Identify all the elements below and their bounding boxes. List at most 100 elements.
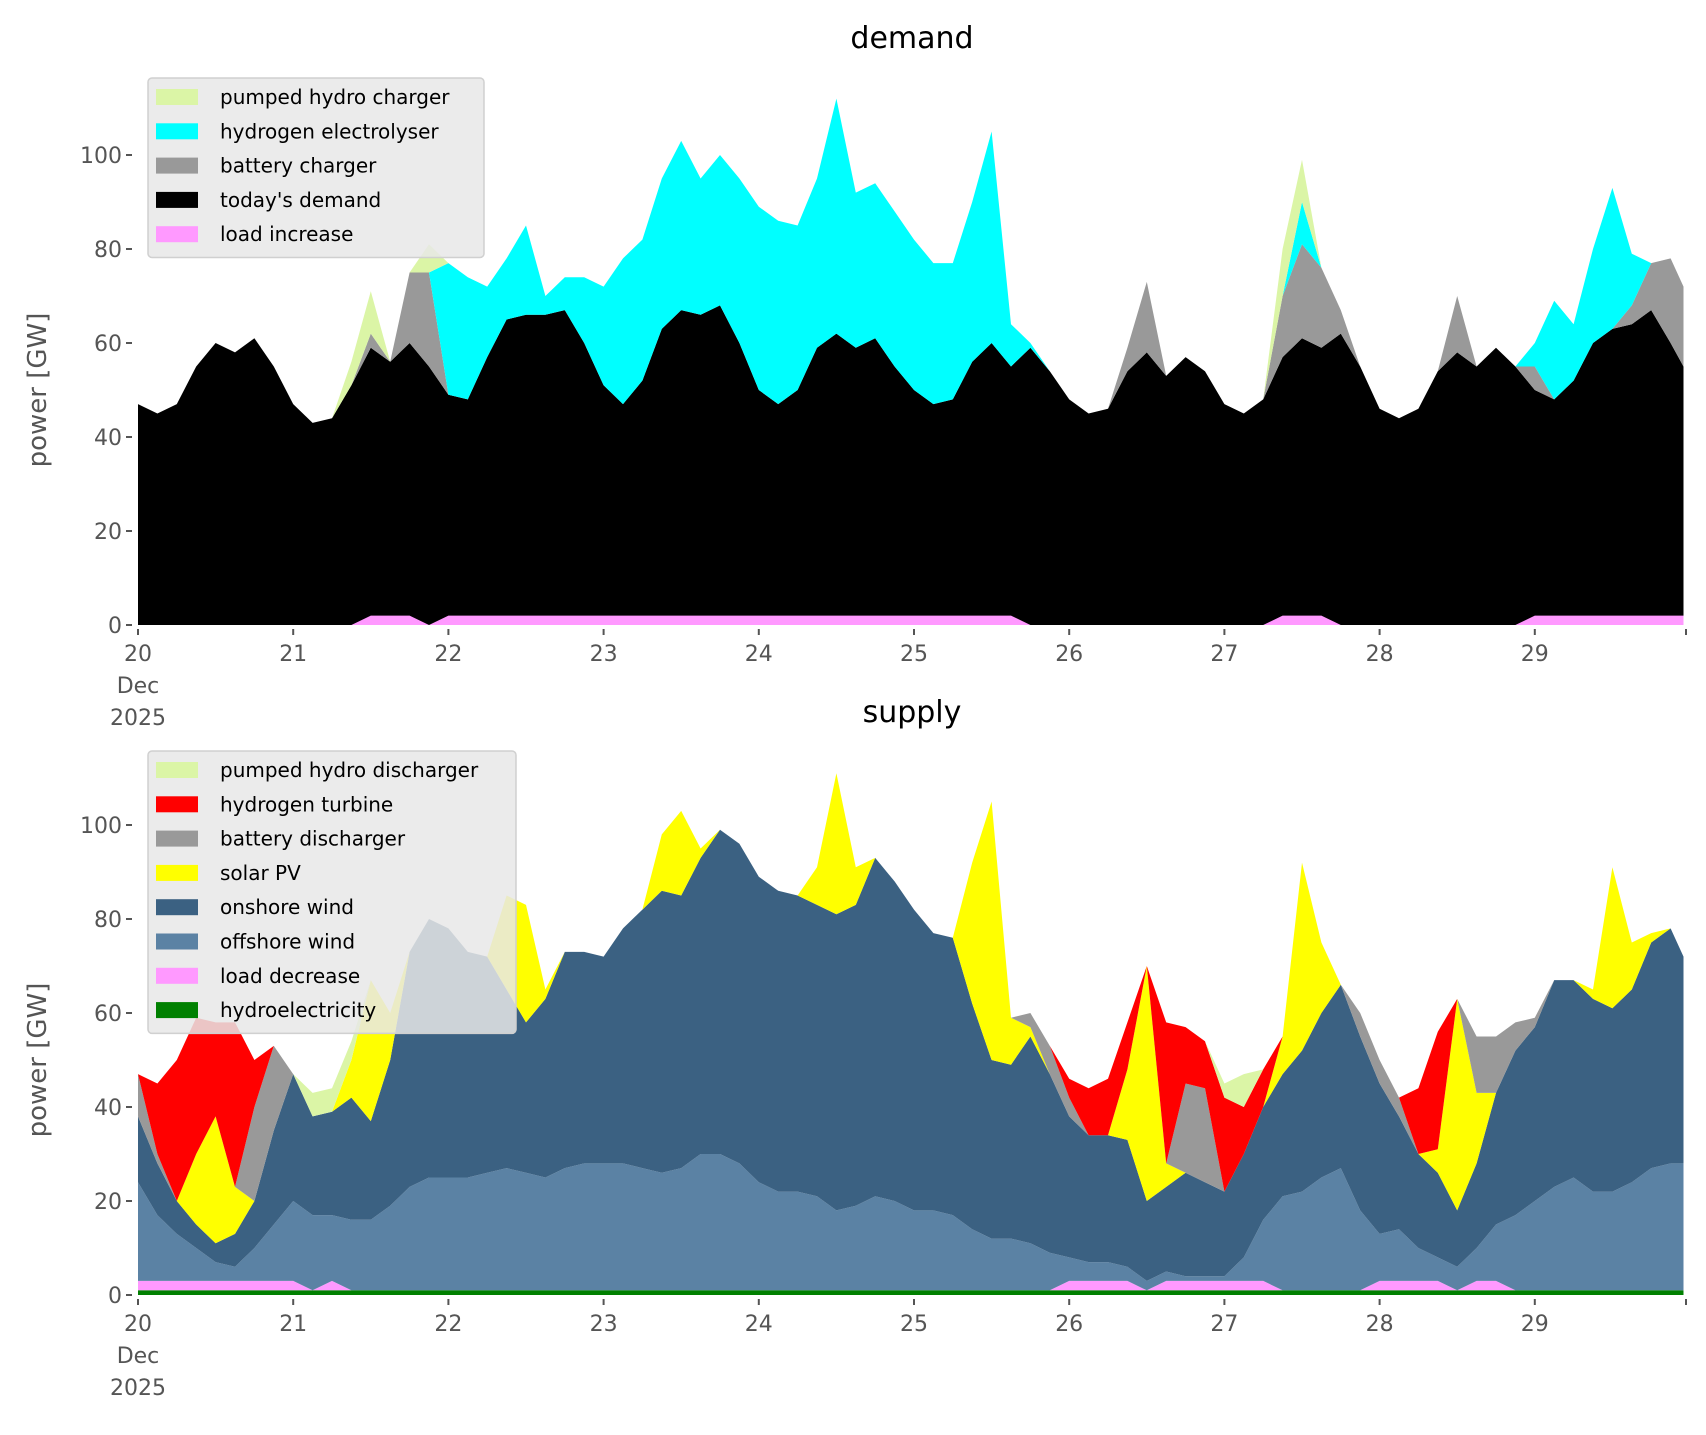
area-load-decrease	[138, 1280, 1684, 1291]
legend-swatch	[156, 933, 198, 950]
area-offshore-wind	[138, 1154, 1684, 1291]
legend-label: pumped hydro discharger	[220, 758, 479, 782]
area-battery-charger	[138, 244, 1684, 423]
legend-item: battery charger	[156, 154, 377, 178]
legend-swatch	[156, 191, 198, 208]
legend-box	[147, 77, 485, 259]
y-tick-label: 80	[94, 908, 122, 933]
x-axis: 20 21 22 23 24 25 26 27 28 29 Dec 2025	[110, 629, 1687, 731]
legend-item: hydroelectricity	[156, 998, 376, 1022]
y-axis-label: power [GW]	[23, 983, 53, 1138]
legend-item: pumped hydro discharger	[156, 758, 479, 782]
legend-label: solar PV	[220, 861, 301, 885]
x-tick-label: 22	[434, 642, 462, 667]
x-tick-label: 26	[1055, 1312, 1083, 1337]
legend-label: today's demand	[220, 188, 381, 212]
legend-swatch	[156, 89, 198, 105]
area-load-increase	[138, 615, 1684, 625]
x-tick-label: 21	[279, 642, 307, 667]
x-tick-label: 24	[745, 1312, 773, 1337]
y-tick-label: 20	[94, 520, 122, 545]
legend-item: load decrease	[156, 964, 360, 988]
x-tick-sublabel: Dec	[117, 1344, 160, 1369]
areas	[138, 98, 1684, 625]
legend-label: hydrogen electrolyser	[220, 119, 439, 143]
x-tick-label: 29	[1521, 642, 1549, 667]
y-tick-label: 40	[94, 1096, 122, 1121]
x-tick-label: 24	[745, 642, 773, 667]
legend-label: load increase	[220, 222, 353, 246]
y-tick-label: 20	[94, 1190, 122, 1215]
legend-label: hydroelectricity	[220, 998, 376, 1022]
x-tick-label: 23	[590, 1312, 618, 1337]
legend-swatch	[156, 123, 198, 140]
x-tick-label: 28	[1366, 642, 1394, 667]
legend: pumped hydro discharger hydrogen turbine b…	[147, 750, 517, 1035]
area-hydroelectricity	[138, 1290, 1684, 1295]
legend-box	[147, 750, 517, 1035]
legend-swatch	[156, 830, 198, 847]
legend-item: battery discharger	[156, 827, 406, 851]
y-tick-label: 0	[108, 1284, 122, 1309]
legend-label: onshore wind	[220, 895, 354, 919]
legend-item: hydrogen electrolyser	[156, 119, 439, 143]
area-hydrogen-electrolyser	[138, 98, 1684, 423]
legend-label: offshore wind	[220, 930, 355, 954]
legend-item: hydrogen turbine	[156, 792, 393, 816]
legend-label: pumped hydro charger	[220, 85, 450, 109]
y-tick-label: 40	[94, 426, 122, 451]
areas	[138, 773, 1684, 1295]
x-tick-label: 27	[1210, 1312, 1238, 1337]
y-axis-label: power [GW]	[23, 313, 53, 468]
legend-swatch	[156, 864, 198, 881]
x-tick-label: 28	[1366, 1312, 1394, 1337]
y-tick-label: 80	[94, 238, 122, 263]
legend-swatch	[156, 967, 198, 984]
x-tick-sublabel: Dec	[117, 674, 160, 699]
y-tick-label: 0	[108, 614, 122, 639]
chart-title: demand	[850, 21, 973, 56]
legend-label: load decrease	[220, 964, 360, 988]
y-axis: 0 20 40 60 80 100	[80, 144, 132, 639]
x-tick-sublabel: 2025	[110, 1376, 166, 1401]
x-tick-label: 23	[590, 642, 618, 667]
legend-swatch	[156, 796, 198, 813]
area-today-s-demand	[138, 305, 1684, 625]
x-tick-label: 21	[279, 1312, 307, 1337]
x-tick-label: 22	[434, 1312, 462, 1337]
legend-item: solar PV	[156, 861, 301, 885]
x-tick-label: 20	[124, 1312, 152, 1337]
y-tick-label: 60	[94, 332, 122, 357]
x-tick-label: 25	[900, 642, 928, 667]
x-tick-sublabel: 2025	[110, 706, 166, 731]
x-axis: 20 21 22 23 24 25 26 27 28 29 Dec 2025	[110, 1299, 1687, 1401]
x-tick-label: 26	[1055, 642, 1083, 667]
legend-item: onshore wind	[156, 895, 354, 919]
legend-label: battery discharger	[220, 827, 406, 851]
y-tick-label: 100	[80, 144, 122, 169]
legend-label: hydrogen turbine	[220, 792, 393, 816]
legend-item: today's demand	[156, 188, 381, 212]
area-onshore-wind	[138, 829, 1684, 1281]
legend-swatch	[156, 762, 198, 778]
x-tick-label: 29	[1521, 1312, 1549, 1337]
x-tick-label: 25	[900, 1312, 928, 1337]
y-tick-label: 100	[80, 814, 122, 839]
legend-item: offshore wind	[156, 930, 355, 954]
legend: pumped hydro charger hydrogen electrolyse…	[147, 77, 485, 259]
x-tick-label: 27	[1210, 642, 1238, 667]
legend-swatch	[156, 157, 198, 174]
legend-label: battery charger	[220, 154, 377, 178]
legend-swatch	[156, 226, 198, 243]
chart-title: supply	[863, 695, 962, 730]
legend-item: pumped hydro charger	[156, 85, 450, 109]
legend-item: load increase	[156, 222, 353, 246]
y-tick-label: 60	[94, 1002, 122, 1027]
x-tick-label: 20	[124, 642, 152, 667]
legend-swatch	[156, 899, 198, 916]
legend-swatch	[156, 1002, 198, 1019]
y-axis: 0 20 40 60 80 100	[80, 814, 132, 1309]
